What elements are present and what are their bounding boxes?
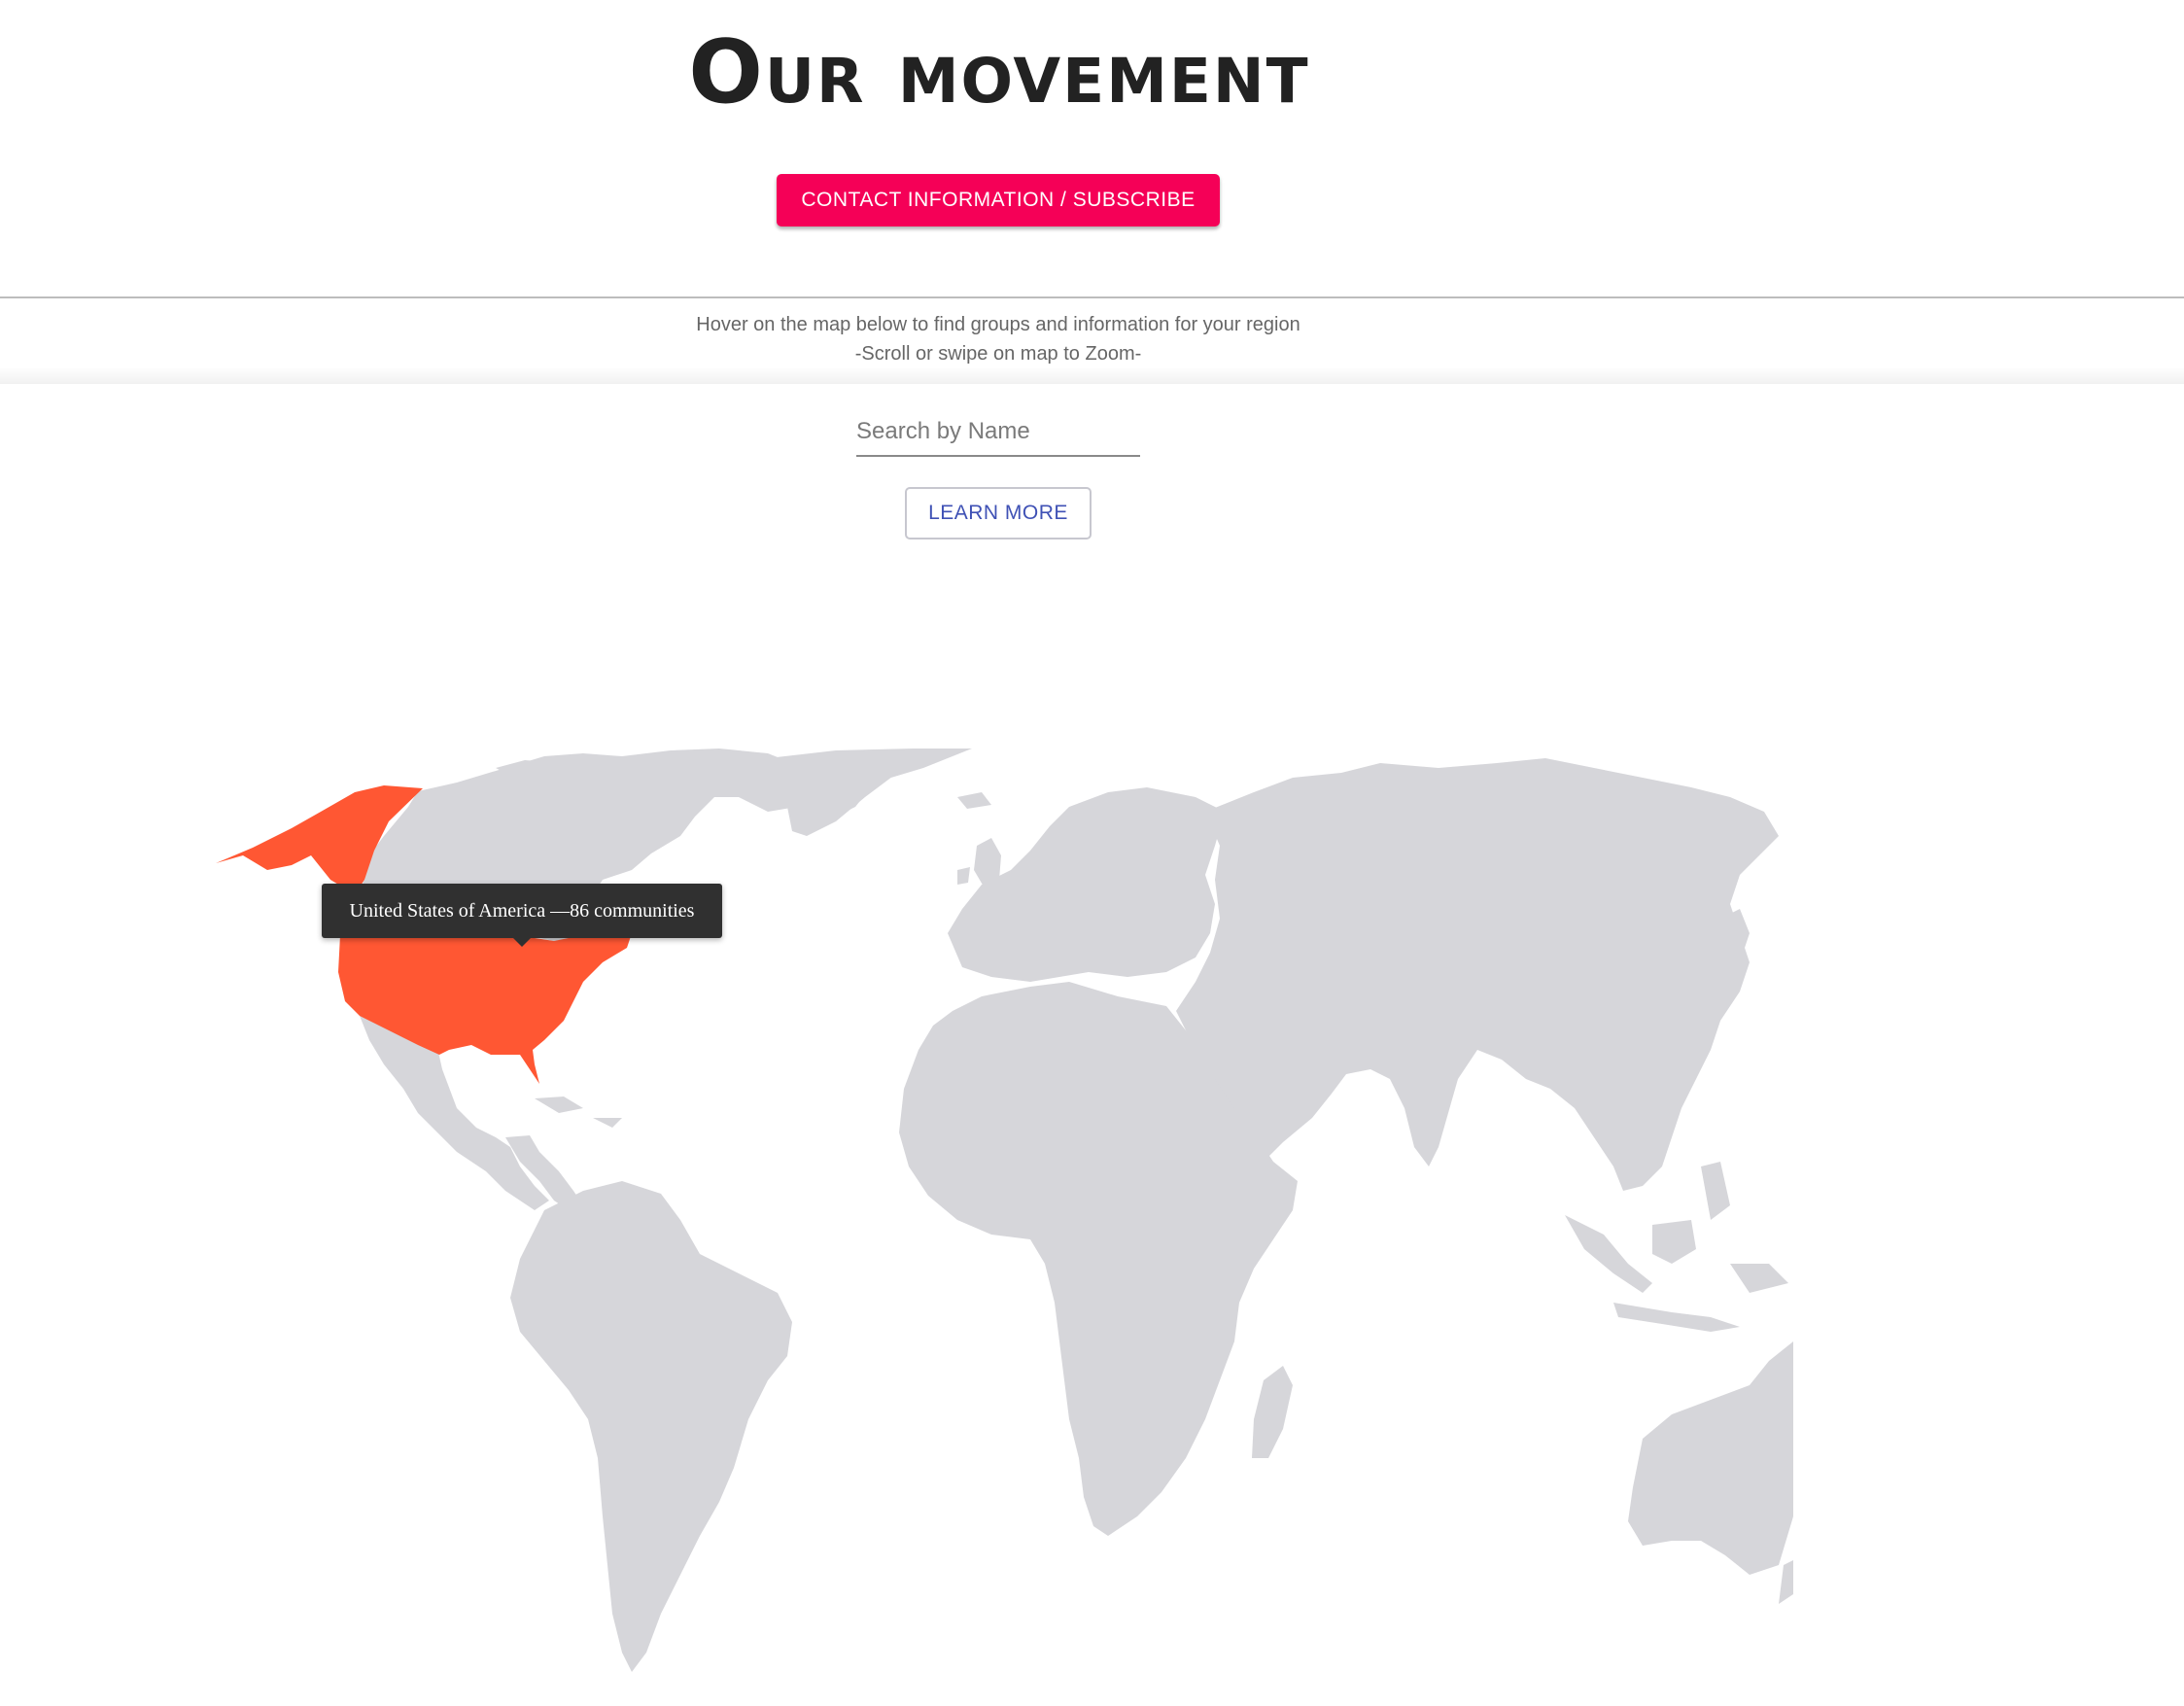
map-region-south-america[interactable]: [510, 1181, 792, 1672]
tooltip-arrow: [513, 938, 531, 947]
map-region-southeast-asia-islands[interactable]: [1565, 1162, 1788, 1332]
map-region-asia[interactable]: [1176, 758, 1779, 1191]
map-hint-text: Hover on the map below to find groups an…: [696, 314, 1300, 335]
search-field[interactable]: [856, 412, 1140, 457]
map-tooltip: United States of America —86 communities: [322, 884, 722, 938]
map-region-caribbean[interactable]: [535, 1097, 622, 1128]
map-region-europe[interactable]: [948, 787, 1225, 982]
map-region-iceland[interactable]: [957, 792, 991, 809]
map-region-madagascar[interactable]: [1252, 1366, 1293, 1458]
hint-band: [0, 298, 2184, 384]
map-region-uk[interactable]: [957, 838, 1001, 887]
map-region-arctic-islands[interactable]: [496, 756, 719, 776]
map-region-alaska[interactable]: [216, 785, 423, 894]
map-region-usa[interactable]: [338, 933, 632, 1084]
zoom-hint-text: -Scroll or swipe on map to Zoom-: [854, 343, 1142, 365]
map-region-africa[interactable]: [899, 982, 1298, 1536]
learn-more-button[interactable]: LEARN MORE: [905, 487, 1092, 540]
map-region-mexico[interactable]: [360, 1016, 549, 1210]
map-region-australia[interactable]: [1628, 1341, 1793, 1575]
contact-subscribe-button[interactable]: CONTACT INFORMATION / SUBSCRIBE: [777, 174, 1220, 226]
page-title: Our movement: [688, 21, 1310, 123]
map-region-central-america[interactable]: [505, 1135, 583, 1210]
map-region-greenland[interactable]: [768, 749, 953, 836]
divider: [0, 296, 2184, 298]
search-input[interactable]: [856, 412, 1140, 451]
map-region-new-zealand[interactable]: [1779, 1560, 1793, 1604]
map-region-japan[interactable]: [1709, 909, 1750, 1006]
